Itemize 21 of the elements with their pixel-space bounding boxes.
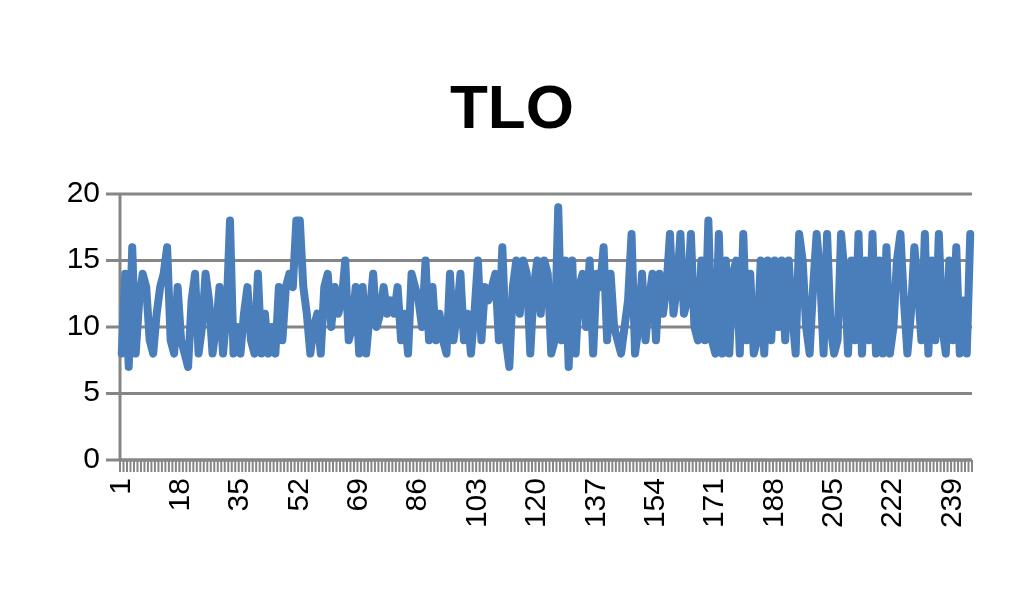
x-tick-label: 222	[874, 478, 908, 529]
x-tick-label: 52	[280, 478, 314, 512]
chart-title: TLO	[450, 72, 574, 142]
y-tick-label: 10	[66, 307, 100, 341]
x-tick-label: 239	[933, 478, 967, 529]
x-tick-label: 154	[636, 478, 670, 529]
x-tick-label: 35	[221, 478, 255, 512]
x-tick-label: 137	[577, 478, 611, 529]
x-tick-label: 103	[458, 478, 492, 529]
x-tick-label: 205	[815, 478, 848, 529]
y-tick-label: 20	[66, 174, 100, 208]
x-tick-label: 171	[696, 478, 730, 529]
x-tick-label: 1	[102, 478, 136, 495]
x-tick-label: 188	[755, 478, 789, 529]
x-tick-label: 86	[399, 478, 433, 512]
y-tick-label: 15	[66, 241, 100, 275]
y-tick-label: 5	[83, 374, 100, 408]
y-tick-label: 0	[83, 440, 100, 474]
x-tick-label: 18	[162, 478, 196, 512]
x-tick-label: 120	[518, 478, 552, 529]
x-tick-label: 69	[340, 478, 374, 512]
